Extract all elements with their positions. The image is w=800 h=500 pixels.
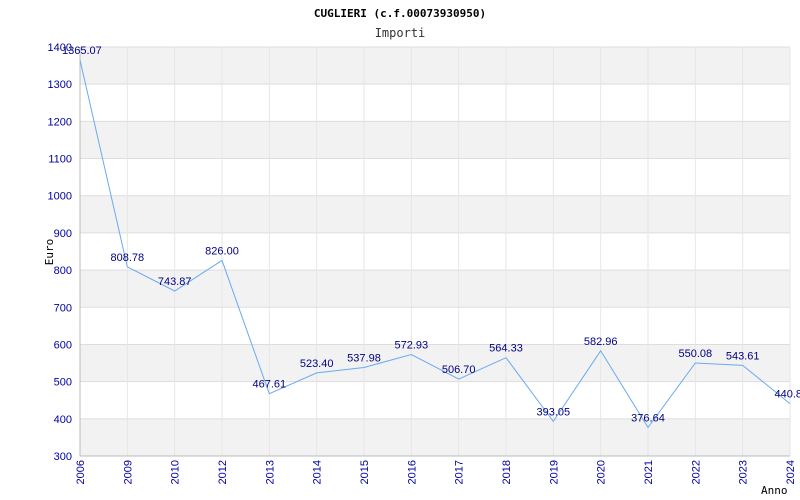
- y-tick-label: 300: [54, 451, 72, 463]
- y-tick-label: 1400: [48, 42, 72, 54]
- x-tick-label: 2019: [548, 460, 560, 484]
- y-tick-label: 400: [54, 414, 72, 426]
- data-label: 440.8: [774, 389, 800, 401]
- chart-subtitle: Importi: [375, 26, 426, 40]
- data-label: 808.78: [111, 252, 145, 264]
- gridlines: [79, 46, 791, 457]
- x-tick-label: 2012: [217, 460, 229, 484]
- grid-band: [80, 195, 790, 233]
- data-label: 523.40: [300, 358, 334, 370]
- data-label: 826.00: [205, 245, 239, 257]
- y-tick-label: 1200: [48, 116, 72, 128]
- data-label: 743.87: [158, 276, 192, 288]
- x-tick-label: 2016: [406, 460, 418, 484]
- x-tick-label: 2024: [785, 460, 797, 484]
- x-axis-label: Anno: [761, 484, 788, 497]
- y-tick-label: 1000: [48, 191, 72, 203]
- x-tick-label: 2014: [312, 460, 324, 484]
- x-tick-label: 2013: [264, 460, 276, 484]
- data-label: 376.64: [631, 413, 665, 425]
- x-tick-labels: 2006 2009 2010 2012 2013 2014 2015 2016 2017 2018…: [75, 460, 797, 484]
- data-label: 572.93: [395, 340, 429, 352]
- data-label: 564.33: [489, 343, 523, 355]
- data-label: 467.61: [253, 379, 287, 391]
- grid-band: [80, 47, 790, 85]
- data-labels: 1365.07 808.78 743.87 826.00 467.61 523.40 537…: [62, 45, 800, 425]
- x-tick-label: 2009: [122, 460, 134, 484]
- y-tick-label: 800: [54, 265, 72, 277]
- x-tick-label: 2018: [501, 460, 513, 484]
- y-axis-label: Euro: [43, 239, 56, 266]
- grid-band: [80, 121, 790, 159]
- y-tick-label: 500: [54, 377, 72, 389]
- y-tick-label: 900: [54, 228, 72, 240]
- x-tick-label: 2022: [690, 460, 702, 484]
- chart-title: CUGLIERI (c.f.00073930950): [314, 7, 486, 20]
- data-label: 582.96: [584, 336, 618, 348]
- grid-band: [80, 418, 790, 456]
- x-tick-label: 2010: [170, 460, 182, 484]
- data-label: 1365.07: [62, 45, 102, 57]
- x-tick-label: 2015: [359, 460, 371, 484]
- y-tick-label: 700: [54, 302, 72, 314]
- x-tick-label: 2023: [738, 460, 750, 484]
- y-tick-label: 1100: [48, 154, 72, 166]
- y-tick-labels: 300 400 500 600 700 800 900 1000 1100 1200 1300 140…: [48, 42, 72, 463]
- data-label: 550.08: [679, 348, 713, 360]
- data-label: 506.70: [442, 364, 476, 376]
- x-tick-label: 2017: [454, 460, 466, 484]
- x-tick-label: 2021: [643, 460, 655, 484]
- x-tick-label: 2006: [75, 460, 87, 484]
- y-tick-label: 1300: [48, 79, 72, 91]
- grid-bands: [80, 47, 790, 456]
- grid-band: [80, 344, 790, 382]
- data-label: 543.61: [726, 350, 760, 362]
- x-tick-label: 2020: [596, 460, 608, 484]
- data-label: 393.05: [537, 406, 571, 418]
- y-tick-label: 600: [54, 339, 72, 351]
- data-label: 537.98: [347, 353, 381, 365]
- series-line: [79, 59, 791, 429]
